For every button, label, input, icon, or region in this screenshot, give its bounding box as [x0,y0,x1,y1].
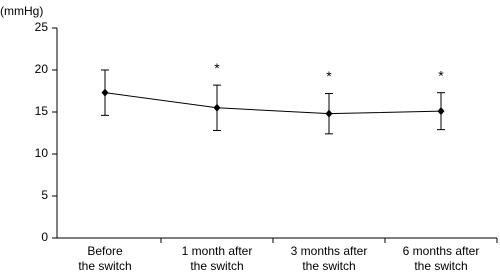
line [104,92,442,115]
y-tick-label: 0 [41,230,48,244]
x-tick-label: the switch [302,259,355,273]
y-axis-label: (mmHg) [0,4,43,18]
x-tick-label: 3 months after [291,244,368,258]
x-tick-label: Before [87,244,123,258]
significance-marker: * [214,60,220,76]
y-tick-label: 20 [35,62,49,76]
x-tick-label: the switch [78,259,131,273]
x-tick-label: the switch [414,259,467,273]
y-tick-label: 5 [41,188,48,202]
significance-marker: * [438,67,444,83]
x-tick-label: the switch [190,259,243,273]
point [101,88,109,97]
significance-marker: * [326,68,332,84]
y-tick-label: 10 [35,146,49,160]
point [325,109,333,118]
x-tick-label: 1 month after [182,244,253,258]
y-tick-label: 25 [35,20,49,34]
y-tick-label: 15 [35,104,49,118]
x-tick-label: 6 months after [403,244,480,258]
point [437,107,445,116]
point [213,103,221,112]
